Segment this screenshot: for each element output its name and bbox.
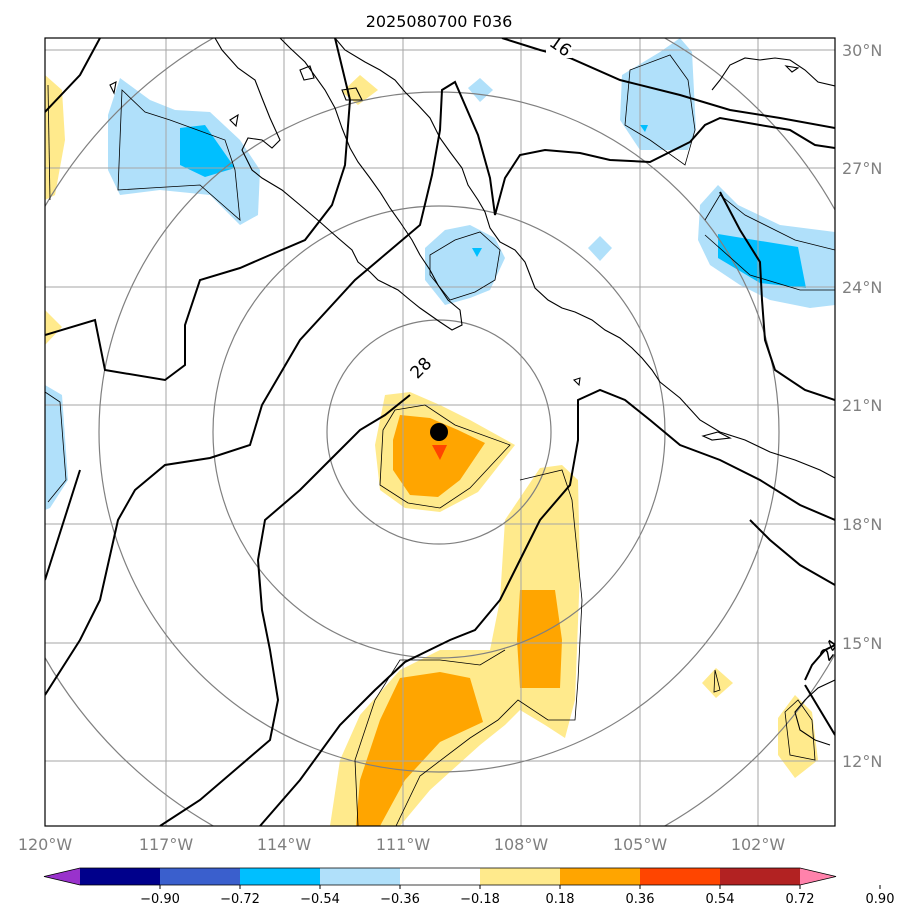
positive-anomaly-peak: [432, 445, 447, 460]
lon-tick-label: 117°W: [139, 835, 194, 854]
anomaly-outlines: [45, 54, 835, 826]
colorbar-segment: [560, 868, 640, 885]
negative-anomaly-area: [588, 236, 612, 261]
colorbar-segment: [480, 868, 560, 885]
colorbar-tick-label: 0.36: [626, 892, 655, 907]
storm-center-marker: [430, 423, 448, 441]
negative-anomaly-core: [718, 234, 806, 288]
lat-tick-label: 27°N: [842, 159, 882, 178]
lat-tick-label: 18°N: [842, 515, 882, 534]
colorbar-segment: [640, 868, 720, 885]
lon-tick-label: 105°W: [613, 835, 668, 854]
colorbar-tick-label: 0.90: [866, 892, 895, 907]
colorbar-tick-label: −0.18: [460, 892, 500, 907]
negative-anomaly-area: [620, 38, 696, 150]
negative-anomaly-core: [640, 125, 648, 132]
colorbar-segment: [240, 868, 320, 885]
lat-tick-label: 24°N: [842, 278, 882, 297]
colorbar-segment: [720, 868, 800, 885]
latitude-labels: 30°N 27°N 24°N 21°N 18°N 15°N 12°N: [842, 41, 882, 771]
colorbar: −0.90 −0.72 −0.54 −0.36 −0.18 0.18 0.36 0.54 0.7…: [43, 867, 895, 907]
lat-tick-label: 21°N: [842, 396, 882, 415]
colorbar-extend-high: [800, 868, 836, 885]
lon-tick-label: 120°W: [18, 835, 73, 854]
coastlines: [109, 38, 835, 746]
negative-anomaly-core: [472, 248, 482, 257]
colorbar-tick-label: −0.72: [220, 892, 260, 907]
lon-tick-label: 111°W: [376, 835, 431, 854]
lat-tick-label: 30°N: [842, 41, 882, 60]
positive-anomaly-area: [342, 75, 378, 105]
lat-tick-label: 15°N: [842, 634, 882, 653]
positive-anomaly-core: [356, 672, 483, 826]
colorbar-tick-label: −0.90: [140, 892, 180, 907]
lat-tick-label: 12°N: [842, 752, 882, 771]
positive-anomaly-core: [517, 590, 562, 688]
positive-anomaly-area: [702, 668, 733, 698]
colorbar-segment: [400, 868, 480, 885]
colorbar-segment: [320, 868, 400, 885]
negative-anomaly-area: [45, 385, 68, 510]
lon-tick-label: 102°W: [731, 835, 786, 854]
longitude-labels: 120°W 117°W 114°W 111°W 108°W 105°W 102°…: [18, 835, 786, 854]
negative-anomaly-area: [468, 78, 493, 102]
colorbar-tick-label: −0.36: [380, 892, 420, 907]
colorbar-tick-label: 0.18: [546, 892, 575, 907]
colorbar-segment: [80, 868, 160, 885]
colorbar-extend-low: [44, 868, 80, 885]
lon-tick-label: 108°W: [494, 835, 549, 854]
lon-tick-label: 114°W: [257, 835, 312, 854]
gridlines: [45, 38, 835, 826]
positive-anomaly-area: [45, 310, 62, 345]
negative-anomaly-core: [180, 125, 235, 177]
map-frame: [44, 37, 836, 827]
colorbar-segment: [160, 868, 240, 885]
positive-anomaly-area: [778, 695, 818, 778]
colorbar-tick-label: −0.54: [300, 892, 340, 907]
map-title: 2025080700 F036: [366, 12, 513, 31]
colorbar-tick-label: 0.54: [706, 892, 735, 907]
colorbar-tick-label: 0.72: [786, 892, 815, 907]
height-contours: [45, 38, 835, 826]
map-panel: 16 28 24: [45, 38, 835, 826]
negative-anomaly-area: [425, 225, 505, 305]
